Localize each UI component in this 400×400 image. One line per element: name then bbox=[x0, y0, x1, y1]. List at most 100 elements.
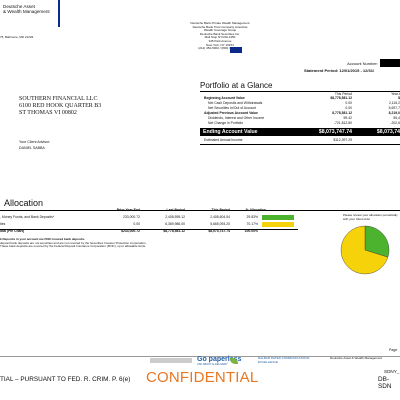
allocation-total-last: $8,778,581.12 bbox=[163, 229, 185, 233]
portfolio-row-label: Net Change in Portfolio bbox=[208, 121, 244, 125]
portfolio-header-row: This Period Year-t bbox=[200, 92, 400, 97]
firm-line: (212) 454-5060 / (800) 338-6866 bbox=[198, 46, 242, 51]
portfolio-row-label: Beginning Account Value bbox=[204, 96, 245, 100]
allocation-row-prior: 233,000.72 bbox=[123, 215, 140, 219]
estimated-income-label: Estimated Annual Income bbox=[204, 138, 243, 142]
ending-value-label: Ending Account Value bbox=[203, 129, 258, 135]
portfolio-row: Net Change in Portfolio -721,812.80 -202… bbox=[200, 121, 400, 126]
estimated-income-row: Estimated Annual Income $112,397.29 bbox=[200, 138, 400, 143]
income-rule bbox=[200, 144, 400, 145]
portfolio-row: Dividends, Interest and Other Income 59.… bbox=[200, 116, 400, 121]
go-paperless-subtitle: ASK ABOUT E-DELIVERY bbox=[197, 363, 228, 366]
account-number-label: Account Number: bbox=[347, 61, 378, 66]
pie-chart-svg bbox=[340, 225, 390, 275]
allocation-row-last: 6,369,986.00 bbox=[165, 222, 185, 226]
allocation-total-pct: 100.00% bbox=[244, 229, 258, 233]
footer-small-logo bbox=[150, 358, 192, 363]
client-advisor-label: Your Client Advisor: bbox=[19, 140, 51, 144]
firm-line: Deutsche Bank Securities Inc. bbox=[199, 31, 241, 36]
col-this-period: This Period bbox=[211, 208, 230, 212]
allocation-row-last: 2,408,595.12 bbox=[165, 215, 185, 219]
allocation-row-pct: 70.17% bbox=[246, 222, 259, 226]
portfolio-row-label: Dividends, Interest and Other Income bbox=[208, 116, 265, 120]
allocation-row: , Money Funds, and Bank Deposits* 233,00… bbox=[0, 215, 340, 220]
ending-value-ytd: $8,073,74 bbox=[376, 129, 400, 135]
footnote-line: k Deposits in your account are FDIC insu… bbox=[0, 237, 86, 241]
estimated-income-value: $112,397.29 bbox=[333, 138, 352, 142]
allocation-header-row: Prior Year End Last Period This Period %… bbox=[0, 208, 340, 213]
pie-slice bbox=[364, 225, 390, 258]
allocation-title-rule bbox=[0, 210, 400, 211]
legend-swatch-cash bbox=[262, 215, 294, 220]
allocation-total-this: $8,073,747.74 bbox=[208, 229, 230, 233]
firm-line: New York, NY 10154 bbox=[206, 42, 234, 47]
dalbar-award: DALBAR RATED COMMUNICATIONS EXCELLENCE bbox=[258, 356, 310, 364]
page-number-label: Page bbox=[389, 348, 398, 352]
allocation-footnotes: k Deposits in your account are FDIC insu… bbox=[0, 237, 300, 249]
portfolio-row-this: 0.00 bbox=[345, 101, 352, 105]
allocation-total-prior: $233,000.72 bbox=[121, 229, 140, 233]
allocation-title: Allocation bbox=[4, 198, 44, 208]
sender-address: 75, Baltimore, MD 21203 bbox=[0, 35, 34, 39]
col-prior-year-end: Prior Year End bbox=[116, 208, 140, 212]
statement-period: Statement Period: 12/01/2015 - 12/31/ bbox=[304, 68, 375, 73]
portfolio-row-label: Adjusted Previous Account Value bbox=[204, 111, 258, 115]
col-pct-allocation: % Allocation bbox=[245, 208, 266, 212]
col-ytd: Year-t bbox=[391, 92, 400, 96]
col-this-period: This Period bbox=[334, 92, 352, 96]
allocation-pie-chart bbox=[339, 224, 391, 276]
ending-value-this: $8,073,747.74 bbox=[318, 129, 352, 135]
allocation-row-this: 5,665,093.20 bbox=[210, 222, 230, 226]
allocation-total-row: otal (Pie Chart) $233,000.72 $8,778,581.… bbox=[0, 229, 340, 234]
footnote-line: deposit bank deposits are not securities… bbox=[0, 240, 147, 245]
portfolio-title: Portfolio at a Glance bbox=[200, 81, 273, 90]
firm-line: 345 Park Avenue bbox=[208, 38, 232, 43]
portfolio-row: Adjusted Previous Account Value 8,778,58… bbox=[200, 111, 400, 116]
logo: Deutsche Asset & Wealth Management bbox=[0, 0, 60, 27]
portfolio-row-label: Net Cash Deposits and Withdrawals bbox=[208, 101, 263, 105]
firm-line: Mail Stop NYC60-1450 bbox=[204, 35, 236, 40]
portfolio-row-this: 8,778,581.12 bbox=[332, 111, 352, 115]
allocation-row-this: 2,408,604.54 bbox=[210, 215, 230, 219]
portfolio-row: Net Securities In/Out of Account 0.00 5,… bbox=[200, 106, 400, 111]
confidential-stamp: CONFIDENTIAL bbox=[146, 369, 259, 386]
allocation-total-label: otal (Pie Chart) bbox=[0, 229, 25, 233]
firm-line: Wealth Coverage Group bbox=[203, 28, 237, 33]
logo-line-1: Deutsche Asset bbox=[3, 4, 35, 9]
ending-value-bar: Ending Account Value $8,073,747.74 $8,07… bbox=[200, 128, 400, 136]
allocation-row-label: ties bbox=[0, 222, 6, 226]
portfolio-row-this: -721,812.80 bbox=[333, 121, 352, 125]
client-city-line: ST THOMAS VI 00802 bbox=[19, 110, 77, 116]
allocation-row-pct: 29.83% bbox=[246, 215, 259, 219]
portfolio-row-ytd: 5,697,7 bbox=[388, 106, 400, 110]
allocation-row-prior: 0.00 bbox=[133, 222, 140, 226]
portfolio-row-ytd: -202,6 bbox=[390, 121, 400, 125]
client-address-line: 6100 RED HOOK QUARTER B3 bbox=[19, 103, 102, 109]
confidential-legend: TIAL – PURSUANT TO FED. R. CRIM. P. 6(e) bbox=[0, 376, 131, 383]
account-number-redaction bbox=[380, 59, 400, 67]
footer-rule bbox=[0, 356, 400, 357]
document-code: SDNY_ bbox=[384, 369, 400, 374]
footer-right-blurb: Deutsche Asset & Wealth Management bbox=[330, 356, 383, 360]
bates-number: DB-SDN bbox=[378, 376, 392, 390]
firm-line: Deutsche Bank Trust Company Americas bbox=[192, 24, 248, 29]
portfolio-row-this: 0.00 bbox=[345, 106, 352, 110]
portfolio-row-ytd: 2,115,2 bbox=[388, 101, 400, 105]
allocation-row: ties 0.00 6,369,986.00 5,665,093.20 70.1… bbox=[0, 222, 340, 227]
leaf-icon bbox=[230, 358, 238, 364]
portfolio-row-ytd: 55,4 bbox=[393, 116, 400, 120]
firm-line: Deutsche Bank Private Wealth Management bbox=[190, 21, 250, 25]
allocation-review-note: Please review your allocation periodical… bbox=[343, 213, 398, 221]
logo-mark bbox=[58, 0, 60, 27]
client-name-line: SOUTHERN FINANCIAL LLC bbox=[19, 96, 98, 102]
footnote-line: These bank deposits are covered by the F… bbox=[0, 244, 146, 249]
legend-swatch-equities bbox=[262, 222, 294, 227]
firm-logo-bar bbox=[230, 47, 242, 53]
allocation-row-label: , Money Funds, and Bank Deposits* bbox=[0, 215, 55, 219]
go-paperless: Go paperless ASK ABOUT E-DELIVERY bbox=[197, 356, 241, 366]
portfolio-row-this: $8,778,581.12 bbox=[330, 96, 352, 100]
portfolio-row-this: 59.42 bbox=[343, 116, 353, 120]
portfolio-row-ytd: 8,219,0 bbox=[388, 111, 400, 115]
portfolio-row-label: Net Securities In/Out of Account bbox=[208, 106, 257, 110]
pie-slice bbox=[340, 225, 389, 275]
